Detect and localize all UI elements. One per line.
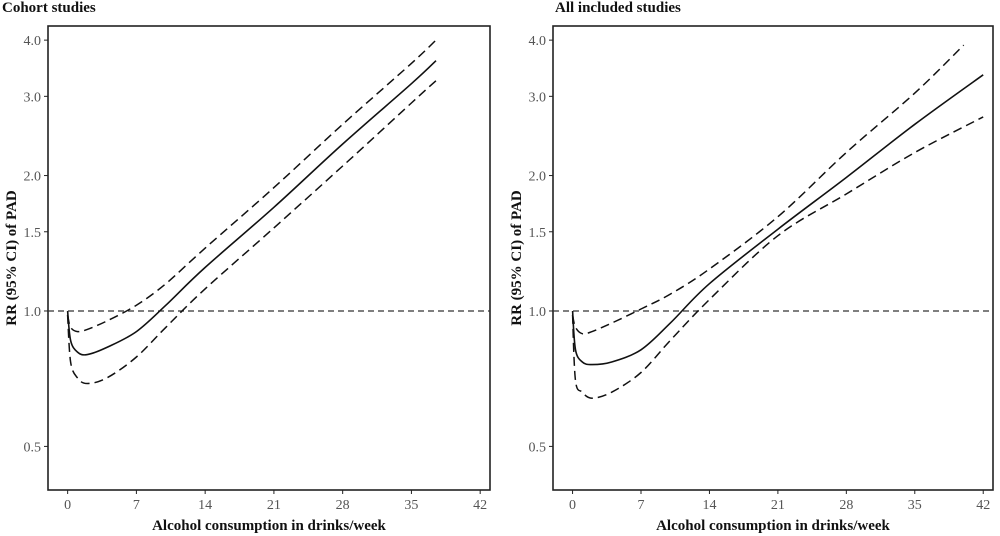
chart-title: All included studies: [555, 0, 681, 16]
chart-title: Cohort studies: [2, 0, 96, 16]
x-tick-label: 7: [638, 498, 645, 513]
ci-bound-line: [571, 116, 984, 399]
y-tick-label: 2.0: [24, 170, 42, 185]
ci-bound-line: [66, 80, 437, 385]
y-tick-label: 3.0: [529, 90, 547, 105]
rr-estimate-line: [571, 74, 984, 366]
x-tick-label: 42: [976, 498, 990, 513]
chart-panel-cohort: Cohort studies 0.5 1.0 1.5 2.0 3.0 4.0 0 7 14 21 2…: [2, 0, 491, 534]
y-tick-label: 0.5: [24, 440, 42, 455]
x-tick-label: 28: [336, 498, 350, 513]
x-tick-label: 35: [908, 498, 922, 513]
chart-svg: 0.5 1.0 1.5 2.0 3.0 4.0 0 7 14 21 28 35 42 Alcohol co…: [4, 25, 491, 534]
ci-bound-line: [66, 39, 437, 333]
ci-bound-line: [571, 44, 965, 335]
x-tick-label: 21: [267, 498, 281, 513]
rr-estimate-line: [66, 60, 437, 356]
plot-frame: [552, 25, 994, 491]
x-tick-label: 14: [702, 498, 716, 513]
y-tick-label: 0.5: [529, 440, 547, 455]
y-axis-label: RR (95% CI) of PAD: [4, 190, 20, 326]
y-tick-label: 1.5: [529, 226, 547, 241]
y-tick-label: 3.0: [24, 90, 42, 105]
x-tick-label: 7: [133, 498, 140, 513]
y-tick-label: 4.0: [529, 34, 547, 49]
y-axis-label: RR (95% CI) of PAD: [509, 190, 525, 326]
y-tick-label: 1.0: [24, 305, 42, 320]
y-tick-label: 1.5: [24, 226, 42, 241]
chart-svg: 0.5 1.0 1.5 2.0 3.0 4.0 0 7 14 21 28 35 42 Alcohol co…: [509, 25, 994, 534]
plot-frame: [47, 25, 491, 491]
chart-panel-all-studies: All included studies 0.5 1.0 1.5 2.0 3.0 4.0 0…: [500, 0, 1000, 536]
x-axis-label: Alcohol consumption in drinks/week: [656, 518, 890, 534]
y-tick-label: 2.0: [529, 170, 547, 185]
x-tick-label: 0: [64, 498, 71, 513]
x-axis-label: Alcohol consumption in drinks/week: [152, 518, 386, 534]
x-tick-label: 21: [771, 498, 785, 513]
y-tick-label: 4.0: [24, 34, 42, 49]
x-tick-label: 35: [404, 498, 418, 513]
x-tick-label: 42: [473, 498, 487, 513]
x-tick-label: 28: [839, 498, 853, 513]
x-tick-label: 14: [198, 498, 212, 513]
x-tick-label: 0: [569, 498, 576, 513]
y-tick-label: 1.0: [529, 305, 547, 320]
